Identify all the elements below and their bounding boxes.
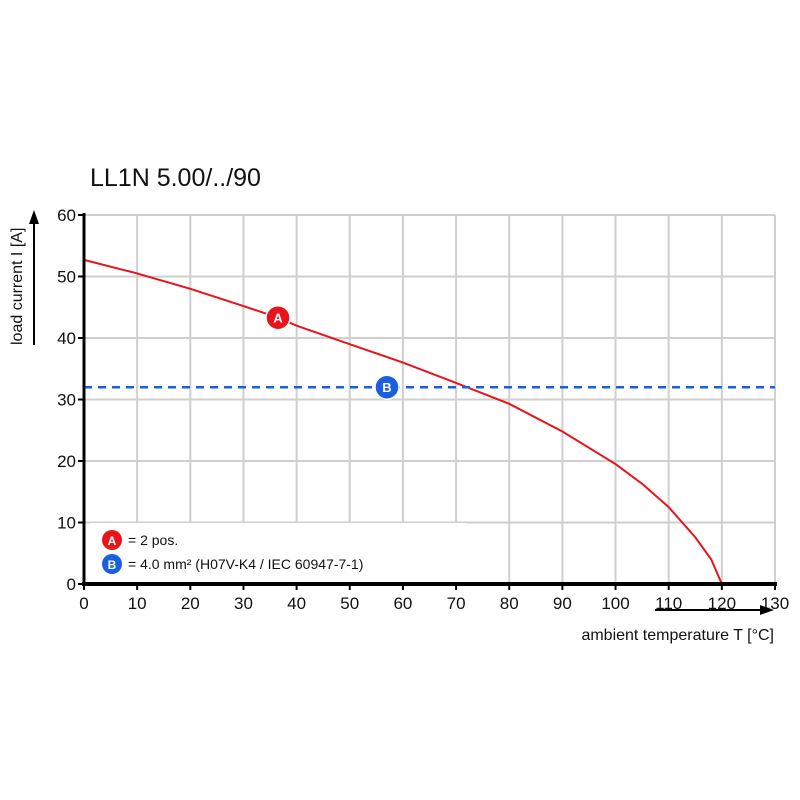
x-tick-label: 60 xyxy=(393,594,412,613)
axes xyxy=(29,210,777,615)
y-tick-label: 50 xyxy=(57,268,76,287)
x-tick-label: 30 xyxy=(234,594,253,613)
legend-entry-text: = 2 pos. xyxy=(128,532,178,548)
legend-badge-label: A xyxy=(108,534,117,548)
marker-label: B xyxy=(382,380,391,395)
legend-badge-label: B xyxy=(108,558,117,572)
legend-entry-text: = 4.0 mm² (H07V-K4 / IEC 60947-7-1) xyxy=(128,556,363,572)
y-tick-label: 20 xyxy=(57,452,76,471)
marker-a xyxy=(265,304,291,331)
y-tick-label: 40 xyxy=(57,329,76,348)
x-tick-label: 80 xyxy=(500,594,519,613)
y-arrow-head-icon xyxy=(29,210,39,224)
y-tick-label: 60 xyxy=(57,206,76,225)
x-tick-label: 40 xyxy=(287,594,306,613)
x-axis-label: ambient temperature T [°C] xyxy=(581,627,774,644)
x-tick-label: 0 xyxy=(79,594,88,613)
x-tick-label: 90 xyxy=(553,594,572,613)
x-tick-label: 100 xyxy=(601,594,629,613)
x-tick-label: 10 xyxy=(128,594,147,613)
y-tick-label: 10 xyxy=(57,514,76,533)
legend-badge-a xyxy=(102,530,122,550)
legend-box xyxy=(90,523,466,582)
grid xyxy=(84,214,776,584)
y-tick-label: 30 xyxy=(57,391,76,410)
y-axis-label: load current I [A] xyxy=(9,228,26,345)
tick-labels: 0 10 20 30 40 50 60 70 80 90 100 110 120 130010203040… xyxy=(57,206,789,613)
x-tick-label: 120 xyxy=(708,594,736,613)
series-line-a xyxy=(83,258,723,585)
x-arrow-head-icon xyxy=(760,605,774,615)
x-tick-label: 20 xyxy=(181,594,200,613)
legend-badge-b xyxy=(102,554,122,574)
series: AB xyxy=(83,258,775,585)
x-tick-label: 110 xyxy=(655,594,682,613)
legend: A = 2 pos. B = 4.0 mm² (H07V-K4 / IEC 60947… xyxy=(90,523,466,582)
marker-b xyxy=(374,374,400,400)
x-tick-label: 50 xyxy=(340,594,359,613)
x-tick-label: 70 xyxy=(447,594,466,613)
chart-title: LL1N 5.00/../90 xyxy=(90,164,261,192)
y-tick-label: 0 xyxy=(67,575,76,594)
marker-label: A xyxy=(273,311,283,326)
